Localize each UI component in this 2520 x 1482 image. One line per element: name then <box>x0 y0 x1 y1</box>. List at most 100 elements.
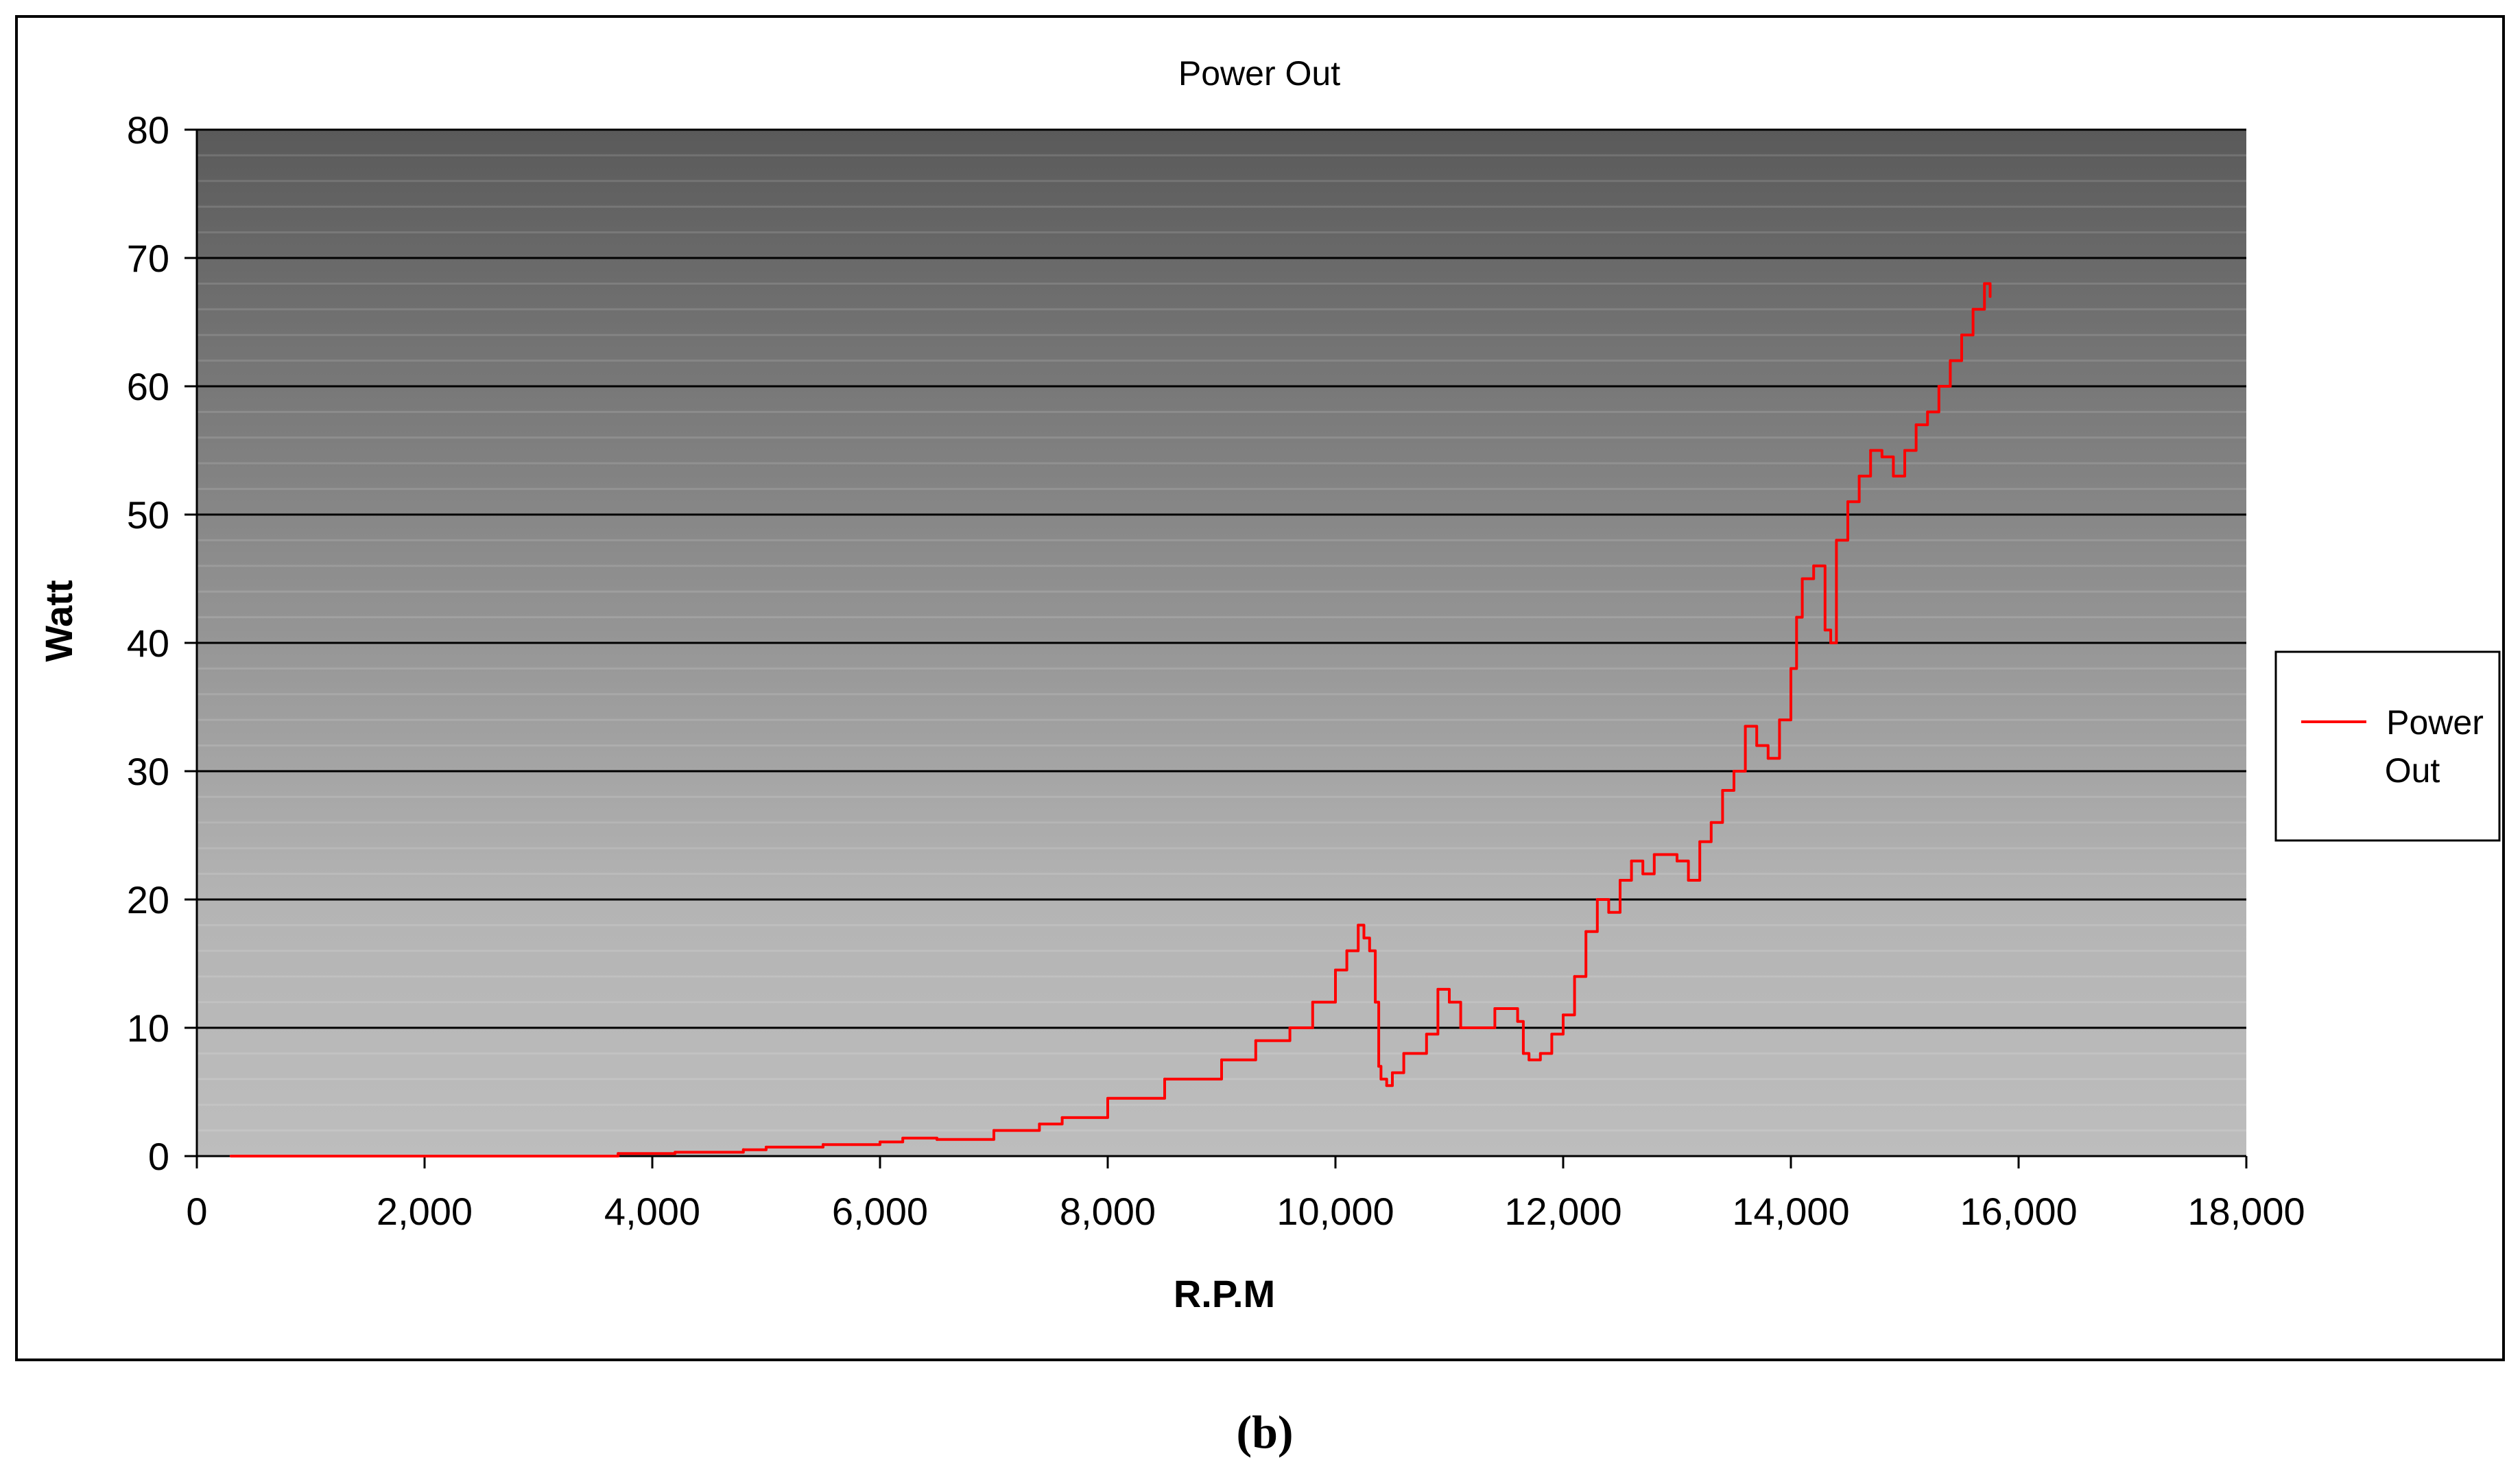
data-point <box>1562 1013 1565 1017</box>
figure-caption: (b) <box>1236 1406 1293 1458</box>
data-point <box>741 1148 745 1151</box>
data-point <box>1744 725 1747 728</box>
data-point <box>1374 1000 1377 1004</box>
data-point <box>1766 757 1770 760</box>
data-point <box>1988 295 1992 298</box>
data-point <box>1106 1096 1109 1100</box>
data-point <box>1402 1052 1405 1055</box>
data-point <box>1619 878 1621 882</box>
data-point <box>1778 718 1781 722</box>
data-point <box>1857 474 1861 478</box>
data-point <box>992 1129 995 1132</box>
x-axis-label: R.P.M <box>1174 1272 1275 1315</box>
data-point <box>1538 1052 1542 1055</box>
legend-label-line1: Power <box>2386 703 2484 742</box>
data-point <box>1493 1007 1497 1010</box>
data-point <box>1914 423 1918 427</box>
data-point <box>1220 1058 1223 1061</box>
data-point <box>1521 1052 1525 1055</box>
data-point <box>1607 910 1610 914</box>
x-tick-label: 8,000 <box>1060 1190 1156 1233</box>
data-point <box>1846 500 1849 504</box>
y-axis-ticks: 0 10 20 30 40 50 60 70 80 <box>127 108 197 1178</box>
x-tick-label: 10,000 <box>1276 1190 1394 1233</box>
legend: Power Out <box>2274 650 2501 842</box>
data-point <box>1379 1077 1383 1081</box>
data-point <box>1983 282 1986 285</box>
data-point <box>1892 474 1895 478</box>
y-axis-label: Watt <box>37 580 80 661</box>
data-point <box>765 1145 768 1149</box>
data-point <box>1721 789 1724 792</box>
data-point <box>1362 937 1366 940</box>
data-point <box>901 1136 905 1140</box>
data-point <box>1471 1026 1474 1029</box>
y-tick-label: 50 <box>127 493 169 537</box>
data-point <box>1829 642 1833 644</box>
data-point <box>1790 667 1792 670</box>
y-tick-label: 30 <box>127 750 169 793</box>
data-point <box>1288 1026 1292 1029</box>
data-point <box>1391 1071 1394 1074</box>
data-point <box>1377 1065 1381 1068</box>
data-point <box>1311 1000 1314 1004</box>
x-tick-label: 16,000 <box>1960 1190 2077 1233</box>
data-point <box>1573 975 1576 978</box>
x-tick-label: 18,000 <box>2187 1190 2305 1233</box>
data-point <box>1584 930 1588 933</box>
gridlines <box>197 128 2246 1029</box>
data-point <box>1926 410 1929 414</box>
data-point <box>936 1138 938 1141</box>
data-point <box>1800 577 1804 580</box>
data-point <box>617 1152 620 1155</box>
data-point <box>1903 449 1906 452</box>
data-point <box>1949 359 1952 362</box>
legend-box <box>2274 650 2501 842</box>
y-tick-label: 10 <box>127 1007 169 1050</box>
data-point <box>1516 1020 1519 1023</box>
y-tick-label: 70 <box>127 237 169 280</box>
data-point <box>1459 1026 1462 1029</box>
data-point <box>1835 539 1838 542</box>
data-point <box>1595 898 1599 901</box>
x-tick-label: 12,000 <box>1504 1190 1621 1233</box>
x-tick-label: 4,000 <box>604 1190 700 1233</box>
data-point <box>1038 1122 1041 1126</box>
data-point <box>1755 744 1759 747</box>
data-point <box>1357 924 1360 927</box>
data-point <box>1425 1033 1428 1036</box>
data-point <box>1869 449 1873 452</box>
data-point <box>1505 1007 1508 1010</box>
data-point <box>1641 872 1645 875</box>
data-point <box>1528 1058 1531 1061</box>
data-point <box>1368 949 1371 952</box>
series-line-power-out <box>230 282 1992 1157</box>
data-point <box>1448 1000 1451 1004</box>
data-point <box>1960 333 1963 337</box>
data-point <box>674 1151 677 1154</box>
data-point <box>1436 987 1440 991</box>
y-tick-label: 60 <box>127 365 169 408</box>
chart-title: Power Out <box>1178 54 1340 93</box>
data-point <box>1823 628 1827 632</box>
y-tick-label: 20 <box>127 878 169 921</box>
x-tick-label: 2,000 <box>377 1190 473 1233</box>
data-point <box>1254 1039 1257 1042</box>
data-point <box>822 1143 824 1146</box>
data-point <box>1812 564 1816 567</box>
data-point <box>1163 1077 1166 1081</box>
x-tick-label: 6,000 <box>832 1190 928 1233</box>
data-point <box>1880 455 1883 458</box>
legend-label-line2: Out <box>2385 751 2440 790</box>
data-point <box>1698 840 1702 843</box>
data-point <box>423 1155 426 1157</box>
data-point <box>1630 859 1633 862</box>
data-point <box>1345 949 1348 952</box>
y-tick-label: 80 <box>127 108 169 152</box>
data-point <box>1795 615 1798 619</box>
data-point <box>1060 1116 1064 1119</box>
data-point <box>229 1155 233 1157</box>
data-point <box>1971 307 1975 311</box>
data-point <box>1733 770 1735 773</box>
